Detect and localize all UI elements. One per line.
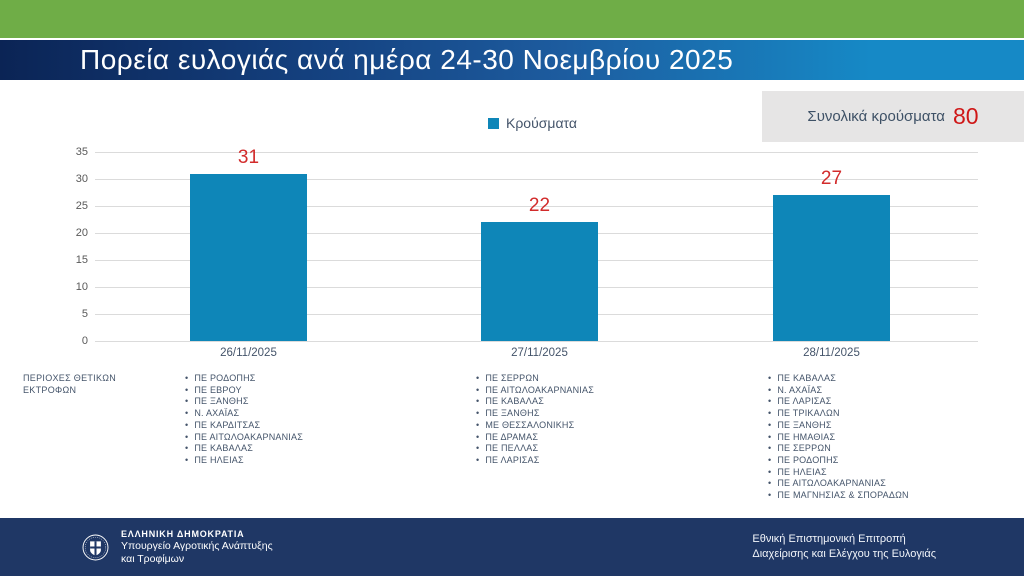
- footer-bar: ΕΛΛΗΝΙΚΗ ΔΗΜΟΚΡΑΤΙΑ Υπουργείο Αγροτικής …: [0, 518, 1024, 576]
- bar: [190, 173, 307, 341]
- total-cases-box: Συνολικά κρούσματα 80: [762, 91, 1024, 142]
- x-axis-label: 28/11/2025: [803, 347, 860, 359]
- total-cases-value: 80: [952, 103, 979, 129]
- region-list-item: ΠΕ ΚΑΒΑΛΑΣ: [185, 443, 303, 455]
- y-axis-tick: 20: [75, 226, 88, 239]
- region-list-item: ΠΕ ΣΕΡΡΩΝ: [476, 373, 594, 385]
- region-list-item: ΠΕ ΗΜΑΘΙΑΣ: [768, 432, 909, 444]
- region-list-item: Ν. ΑΧΑΪΑΣ: [185, 408, 303, 420]
- x-axis-label: 26/11/2025: [220, 347, 277, 359]
- region-list-item: ΠΕ ΜΑΓΝΗΣΙΑΣ & ΣΠΟΡΑΔΩΝ: [768, 490, 909, 502]
- region-list-item: ΠΕ ΗΛΕΙΑΣ: [185, 455, 303, 467]
- region-list-item: Ν. ΑΧΑΪΑΣ: [768, 385, 909, 397]
- y-axis-tick: 5: [81, 307, 88, 320]
- region-list-item: ΠΕ ΗΛΕΙΑΣ: [768, 467, 909, 479]
- header-bar: Πορεία ευλογιάς ανά ημέρα 24-30 Νοεμβρίο…: [0, 40, 1024, 80]
- region-list-item: ΠΕ ΑΙΤΩΛΟΑΚΑΡΝΑΝΙΑΣ: [476, 385, 594, 397]
- top-accent-strip: [0, 0, 1024, 38]
- x-axis-label: 27/11/2025: [511, 347, 568, 359]
- greek-republic-emblem-icon: [82, 534, 109, 560]
- region-list-item: ΠΕ ΤΡΙΚΑΛΩΝ: [768, 408, 909, 420]
- region-list-item: ΠΕ ΚΑΒΑΛΑΣ: [768, 373, 909, 385]
- region-list-item: ΠΕ ΛΑΡΙΣΑΣ: [476, 455, 594, 467]
- region-list: ΠΕ ΣΕΡΡΩΝΠΕ ΑΙΤΩΛΟΑΚΑΡΝΑΝΙΑΣΠΕ ΚΑΒΑΛΑΣΠΕ…: [476, 373, 594, 467]
- bar-value-label: 22: [528, 195, 551, 217]
- page-title: Πορεία ευλογιάς ανά ημέρα 24-30 Νοεμβρίο…: [80, 44, 734, 75]
- region-list-item: ΠΕ ΚΑΒΑΛΑΣ: [476, 396, 594, 408]
- bar-value-label: 31: [237, 146, 260, 168]
- region-list-item: ΠΕ ΡΟΔΟΠΗΣ: [185, 373, 303, 385]
- gridline: [95, 341, 978, 342]
- region-list-item: ΠΕ ΔΡΑΜΑΣ: [476, 432, 594, 444]
- positive-farms-regions-label: ΠΕΡΙΟΧΕΣ ΘΕΤΙΚΩΝ ΕΚΤΡΟΦΩΝ: [23, 373, 117, 395]
- region-list-item: ΠΕ ΑΙΤΩΛΟΑΚΑΡΝΑΝΙΑΣ: [185, 432, 303, 444]
- bar-value-label: 27: [820, 168, 843, 190]
- y-axis-tick: 0: [81, 334, 88, 347]
- gridline: [95, 152, 978, 153]
- region-list-item: ΠΕ ΛΑΡΙΣΑΣ: [768, 396, 909, 408]
- region-list-item: ΜΕ ΘΕΣΣΑΛΟΝΙΚΗΣ: [476, 420, 594, 432]
- region-list-item: ΠΕ ΠΕΛΛΑΣ: [476, 443, 594, 455]
- gridline: [95, 179, 978, 180]
- region-list-item: ΠΕ ΞΑΝΘΗΣ: [476, 408, 594, 420]
- y-axis-tick: 15: [75, 253, 88, 266]
- legend-label: Κρούσματα: [506, 115, 577, 131]
- region-list: ΠΕ ΚΑΒΑΛΑΣΝ. ΑΧΑΪΑΣΠΕ ΛΑΡΙΣΑΣΠΕ ΤΡΙΚΑΛΩΝ…: [768, 373, 909, 502]
- y-axis-tick: 25: [75, 199, 88, 212]
- bar: [773, 195, 890, 341]
- region-list-item: ΠΕ ΞΑΝΘΗΣ: [768, 420, 909, 432]
- region-list-item: ΠΕ ΕΒΡΟΥ: [185, 385, 303, 397]
- gridline: [95, 206, 978, 207]
- ministry-text: ΕΛΛΗΝΙΚΗ ΔΗΜΟΚΡΑΤΙΑ Υπουργείο Αγροτικής …: [121, 529, 273, 565]
- y-axis-tick: 10: [75, 280, 88, 293]
- total-cases-label: Συνολικά κρούσματα: [807, 108, 945, 125]
- region-list-item: ΠΕ ΣΕΡΡΩΝ: [768, 443, 909, 455]
- footer-ministry-block: ΕΛΛΗΝΙΚΗ ΔΗΜΟΚΡΑΤΙΑ Υπουργείο Αγροτικής …: [82, 528, 273, 566]
- region-list-item: ΠΕ ΚΑΡΔΙΤΣΑΣ: [185, 420, 303, 432]
- legend-swatch-icon: [488, 117, 499, 129]
- y-axis-tick: 35: [75, 145, 88, 158]
- region-list: ΠΕ ΡΟΔΟΠΗΣΠΕ ΕΒΡΟΥΠΕ ΞΑΝΘΗΣΝ. ΑΧΑΪΑΣΠΕ Κ…: [185, 373, 303, 467]
- y-axis-tick: 30: [75, 172, 88, 185]
- committee-text: Εθνική Επιστημονική Επιτροπή Διαχείρισης…: [752, 533, 936, 560]
- region-list-item: ΠΕ ΞΑΝΘΗΣ: [185, 396, 303, 408]
- chart-legend: Κρούσματα: [488, 115, 577, 131]
- region-list-item: ΠΕ ΡΟΔΟΠΗΣ: [768, 455, 909, 467]
- bar: [481, 222, 598, 341]
- region-list-item: ΠΕ ΑΙΤΩΛΟΑΚΑΡΝΑΝΙΑΣ: [768, 478, 909, 490]
